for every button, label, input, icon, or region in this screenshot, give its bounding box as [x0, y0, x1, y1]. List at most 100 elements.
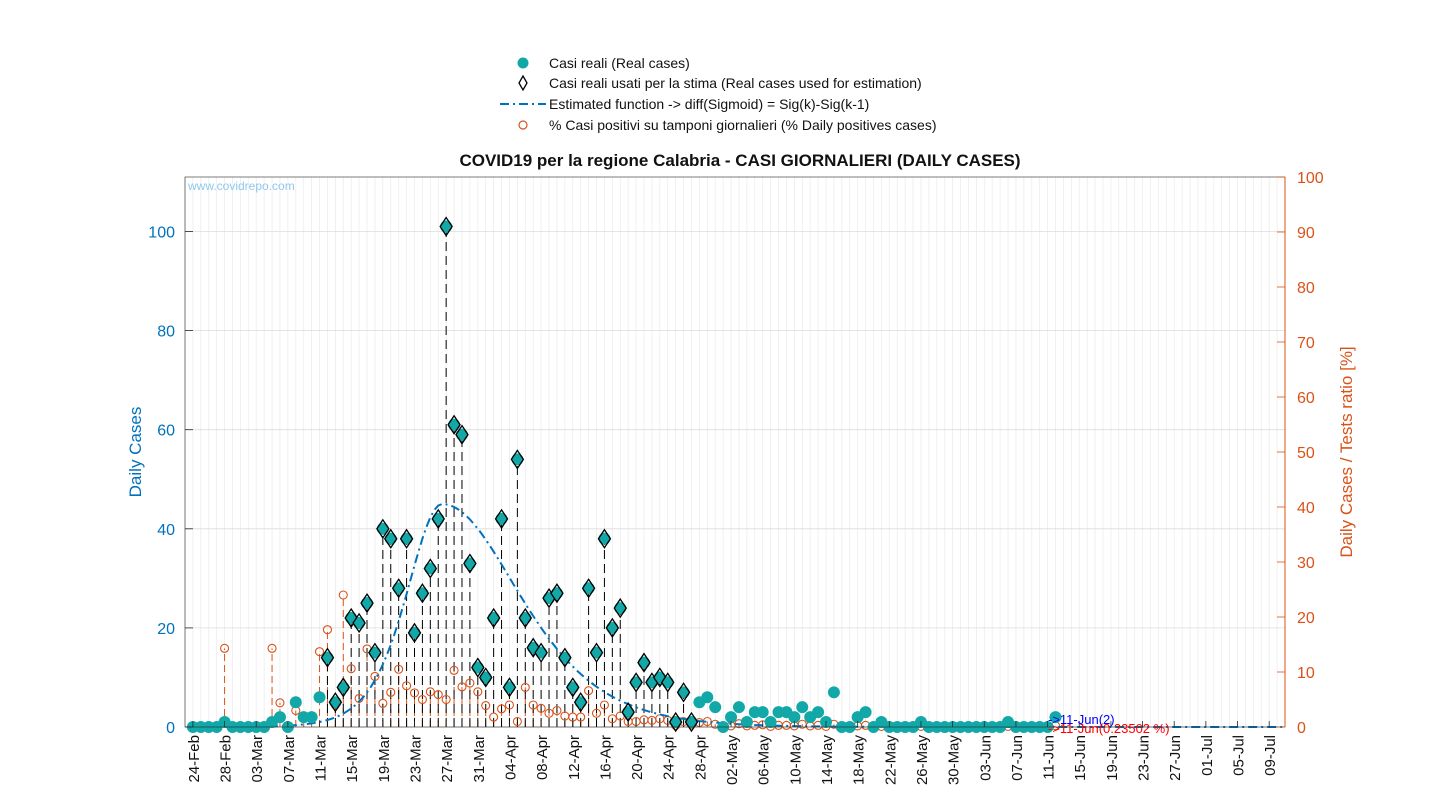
estimation-marker: [637, 652, 651, 673]
y-right-tick-label: 70: [1297, 335, 1315, 352]
percent-point: [599, 700, 609, 710]
case-point: [827, 686, 840, 699]
x-tick-label: 23-Mar: [407, 735, 424, 783]
percent-point: [338, 590, 348, 600]
estimation-marker: [486, 607, 501, 629]
y-right-tick-label: 50: [1297, 445, 1315, 462]
x-tick-label: 11-Jun: [1041, 735, 1058, 780]
percent-point: [591, 708, 602, 718]
x-tick-label: 01-Jul: [1199, 735, 1216, 776]
estimation-marker: [447, 414, 461, 435]
legend-label-estimation-cases: Casi reali usati per la stima (Real case…: [549, 75, 922, 91]
x-tick-label: 18-May: [851, 735, 868, 786]
x-tick-label: 19-Mar: [376, 735, 393, 783]
estimation-marker: [328, 692, 343, 713]
estimation-marker: [391, 578, 406, 599]
y-right-tick-label: 0: [1297, 720, 1306, 737]
x-tick-label: 03-Mar: [249, 735, 266, 783]
estimation-marker: [439, 216, 453, 237]
case-point: [709, 701, 722, 714]
y-left-tick-label: 60: [157, 423, 175, 440]
x-tick-label: 11-Mar: [313, 735, 330, 781]
estimation-marker: [573, 692, 588, 713]
case-point: [273, 711, 286, 724]
x-tick-label: 04-Apr: [502, 735, 519, 780]
y-axis-right-label: Daily Cases / Tests ratio [%]: [1337, 346, 1356, 557]
estimation-marker: [597, 528, 612, 549]
estimation-marker: [431, 508, 446, 530]
percent-point: [417, 694, 427, 705]
percent-point: [584, 686, 594, 696]
estimation-marker: [534, 642, 548, 663]
estimation-marker: [621, 701, 635, 723]
estimation-marker: [518, 607, 533, 629]
estimation-marker: [320, 647, 335, 668]
estimation-marker: [455, 424, 469, 445]
estimation-marker: [376, 518, 390, 539]
percent-point: [275, 698, 285, 708]
estimation-marker: [336, 677, 351, 698]
estimation-marker: [352, 612, 366, 634]
percent-point: [607, 714, 617, 724]
y-left-tick-label: 40: [157, 522, 175, 539]
legend-marker-percent-positive: [518, 120, 528, 130]
x-tick-label: 15-Jun: [1072, 735, 1089, 781]
case-point: [740, 716, 753, 729]
legend: Casi reali (Real cases) Casi reali usati…: [500, 55, 936, 133]
case-point: [732, 701, 745, 714]
case-point: [725, 711, 738, 724]
x-tick-label: 26-May: [914, 735, 931, 786]
y-left-tick-label: 100: [148, 225, 175, 242]
x-tick-label: 07-Mar: [281, 735, 298, 783]
case-point: [701, 691, 714, 704]
estimation-marker: [383, 528, 398, 549]
percent-point: [473, 687, 483, 697]
x-tick-label: 08-Apr: [534, 735, 551, 780]
estimation-marker: [463, 553, 477, 574]
estimation-marker: [668, 711, 683, 733]
percent-point: [481, 700, 491, 711]
estimation-marker: [471, 657, 485, 678]
y-right-tick-label: 60: [1297, 390, 1315, 407]
percent-point: [267, 643, 277, 653]
percent-point: [441, 694, 451, 705]
estimation-marker: [550, 583, 564, 604]
y-right-tick-label: 30: [1297, 555, 1315, 572]
x-tick-label: 12-Apr: [566, 735, 583, 780]
y-right-tick-label: 20: [1297, 610, 1315, 627]
x-tick-label: 22-May: [882, 735, 899, 786]
axes: 0 20 40 60 80 100 0 10 20 30 40 50 60 70 80 90 100 24-Feb…: [148, 170, 1324, 785]
estimation-marker: [684, 711, 699, 733]
x-tick-label: 03-Jun: [977, 735, 994, 781]
x-tick-label: 16-Apr: [597, 735, 614, 780]
case-point: [788, 711, 801, 724]
y-axis-left-label: Daily Cases: [126, 407, 145, 498]
percent-point: [346, 664, 356, 674]
estimation-marker: [344, 607, 358, 629]
percent-point: [322, 625, 332, 635]
estimation-marker: [581, 578, 596, 599]
estimation-marker: [423, 558, 438, 579]
y-right-tick-label: 90: [1297, 225, 1315, 242]
percent-point: [378, 698, 388, 708]
x-tick-label: 02-May: [724, 735, 741, 786]
estimation-marker: [494, 508, 509, 530]
percent-point: [489, 712, 499, 722]
y-left-tick-label: 80: [157, 324, 175, 341]
legend-marker-estimation-cases: [518, 74, 528, 92]
percent-point: [409, 688, 420, 698]
grid-lines: [184, 177, 1286, 728]
plot-frame: [184, 176, 1286, 728]
estimation-marker: [368, 642, 382, 663]
case-point: [313, 691, 326, 704]
x-tick-label: 24-Apr: [661, 735, 678, 780]
x-tick-label: 09-Jul: [1262, 735, 1279, 776]
estimation-marker: [653, 667, 667, 688]
percent-point: [552, 705, 562, 716]
estimation-marker: [510, 449, 525, 470]
estimation-marker: [605, 617, 620, 639]
x-tick-label: 27-Jun: [1167, 735, 1184, 781]
percent-point: [536, 703, 546, 713]
percent-point: [220, 643, 230, 653]
